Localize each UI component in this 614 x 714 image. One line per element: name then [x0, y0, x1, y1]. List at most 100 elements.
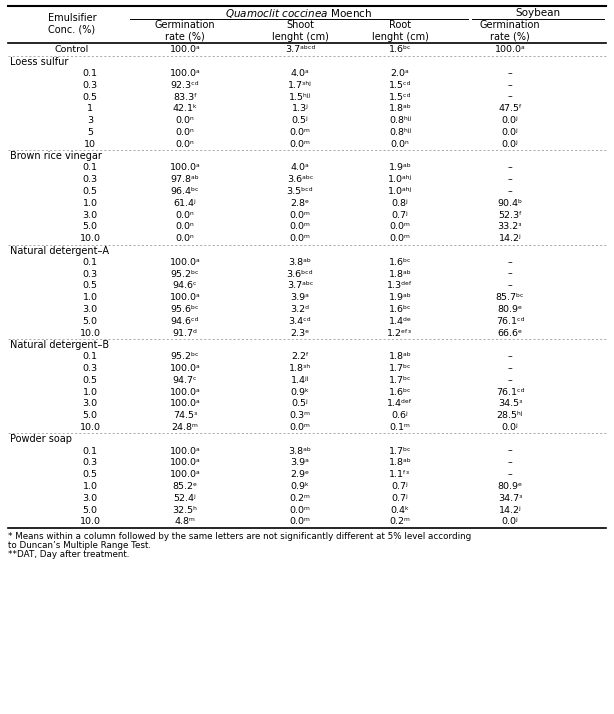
Text: 1.6ᵇᶜ: 1.6ᵇᶜ	[389, 388, 411, 396]
Text: 33.2ᶟ: 33.2ᶟ	[498, 222, 523, 231]
Text: 0.0ᵐ: 0.0ᵐ	[290, 234, 311, 243]
Text: 0.0ᵐ: 0.0ᵐ	[389, 234, 410, 243]
Text: 100.0ᵃ: 100.0ᵃ	[169, 388, 200, 396]
Text: 0.8ʰʲʲ: 0.8ʰʲʲ	[389, 128, 411, 137]
Text: 96.4ᵇᶜ: 96.4ᵇᶜ	[171, 187, 200, 196]
Text: 91.7ᵈ: 91.7ᵈ	[173, 328, 198, 338]
Text: 3.4ᶜᵈ: 3.4ᶜᵈ	[289, 317, 311, 326]
Text: 95.2ᵇᶜ: 95.2ᵇᶜ	[171, 352, 200, 361]
Text: 0.0ⁿ: 0.0ⁿ	[176, 128, 195, 137]
Text: 0.3: 0.3	[82, 175, 98, 184]
Text: 1.8ᵃᵇ: 1.8ᵃᵇ	[389, 458, 411, 468]
Text: 0.0ⁿ: 0.0ⁿ	[391, 140, 410, 149]
Text: 74.5ᶟ: 74.5ᶟ	[173, 411, 197, 421]
Text: 0.0ʲ: 0.0ʲ	[502, 128, 518, 137]
Text: 0.4ᵏ: 0.4ᵏ	[391, 506, 410, 515]
Text: –: –	[508, 458, 512, 468]
Text: 1.7ᶟʰʲ: 1.7ᶟʰʲ	[288, 81, 312, 90]
Text: 10: 10	[84, 140, 96, 149]
Text: –: –	[508, 187, 512, 196]
Text: 14.2ʲ: 14.2ʲ	[499, 234, 521, 243]
Text: 0.1ᵐ: 0.1ᵐ	[389, 423, 410, 432]
Text: 1: 1	[87, 104, 93, 114]
Text: 66.6ᵉ: 66.6ᵉ	[497, 328, 523, 338]
Text: 0.5: 0.5	[82, 281, 98, 291]
Text: 0.0ᵐ: 0.0ᵐ	[290, 222, 311, 231]
Text: Loess sulfur: Loess sulfur	[10, 56, 68, 66]
Text: 1.0: 1.0	[82, 198, 98, 208]
Text: 4.0ᵃ: 4.0ᵃ	[290, 164, 309, 172]
Text: 1.0: 1.0	[82, 293, 98, 302]
Text: 0.0ᵐ: 0.0ᵐ	[290, 140, 311, 149]
Text: 0.0ᵐ: 0.0ᵐ	[290, 506, 311, 515]
Text: 0.0ⁿ: 0.0ⁿ	[176, 211, 195, 220]
Text: 1.5ʰʲʲ: 1.5ʰʲʲ	[289, 93, 311, 101]
Text: 10.0: 10.0	[79, 328, 101, 338]
Text: 0.7ʲ: 0.7ʲ	[392, 482, 408, 491]
Text: 1.1ᶠᶟ: 1.1ᶠᶟ	[389, 471, 411, 479]
Text: 100.0ᵃ: 100.0ᵃ	[169, 458, 200, 468]
Text: –: –	[508, 364, 512, 373]
Text: 100.0ᵃ: 100.0ᵃ	[169, 69, 200, 78]
Text: 1.7ᵇᶜ: 1.7ᵇᶜ	[389, 446, 411, 456]
Text: –: –	[508, 281, 512, 291]
Text: –: –	[508, 446, 512, 456]
Text: 1.6ᵇᶜ: 1.6ᵇᶜ	[389, 258, 411, 267]
Text: 3.0: 3.0	[82, 211, 98, 220]
Text: 5.0: 5.0	[82, 506, 98, 515]
Text: 0.8ʰʲʲ: 0.8ʰʲʲ	[389, 116, 411, 125]
Text: 34.5ᶟ: 34.5ᶟ	[498, 399, 523, 408]
Text: 0.9ᵏ: 0.9ᵏ	[290, 482, 309, 491]
Text: 42.1ᵏ: 42.1ᵏ	[173, 104, 198, 114]
Text: 0.1: 0.1	[82, 258, 98, 267]
Text: 0.0ⁿ: 0.0ⁿ	[176, 234, 195, 243]
Text: 3.0: 3.0	[82, 399, 98, 408]
Text: 1.5ᶜᵈ: 1.5ᶜᵈ	[389, 93, 411, 101]
Text: 100.0ᵃ: 100.0ᵃ	[169, 364, 200, 373]
Text: 3: 3	[87, 116, 93, 125]
Text: 1.0: 1.0	[82, 388, 98, 396]
Text: 10.0: 10.0	[79, 234, 101, 243]
Text: –: –	[508, 164, 512, 172]
Text: 85.7ᵇᶜ: 85.7ᵇᶜ	[495, 293, 524, 302]
Text: 1.2ᵉᶠᶟ: 1.2ᵉᶠᶟ	[387, 328, 413, 338]
Text: 4.8ᵐ: 4.8ᵐ	[174, 518, 195, 526]
Text: 0.8ʲ: 0.8ʲ	[392, 198, 408, 208]
Text: 1.6ᵇᶜ: 1.6ᵇᶜ	[389, 305, 411, 314]
Text: –: –	[508, 175, 512, 184]
Text: 0.0ᵐ: 0.0ᵐ	[290, 423, 311, 432]
Text: 52.4ʲ: 52.4ʲ	[174, 494, 196, 503]
Text: 3.5ᵇᶜᵈ: 3.5ᵇᶜᵈ	[287, 187, 313, 196]
Text: 0.3: 0.3	[82, 270, 98, 278]
Text: 1.3ʲ: 1.3ʲ	[292, 104, 308, 114]
Text: –: –	[508, 258, 512, 267]
Text: 3.0: 3.0	[82, 305, 98, 314]
Text: 0.1: 0.1	[82, 69, 98, 78]
Text: 0.0ʲ: 0.0ʲ	[502, 116, 518, 125]
Text: –: –	[508, 93, 512, 101]
Text: 100.0ᵃ: 100.0ᵃ	[169, 293, 200, 302]
Text: 0.0ᵐ: 0.0ᵐ	[290, 518, 311, 526]
Text: –: –	[508, 376, 512, 385]
Text: 0.0ʲ: 0.0ʲ	[502, 518, 518, 526]
Text: 1.4ᵈᵉᶠ: 1.4ᵈᵉᶠ	[387, 399, 413, 408]
Text: * Means within a column followed by the same letters are not significantly diffe: * Means within a column followed by the …	[8, 532, 472, 540]
Text: –: –	[508, 471, 512, 479]
Text: 0.9ᵏ: 0.9ᵏ	[290, 388, 309, 396]
Text: 1.8ᵃᵇ: 1.8ᵃᵇ	[389, 104, 411, 114]
Text: 1.0: 1.0	[82, 482, 98, 491]
Text: 3.2ᵈ: 3.2ᵈ	[290, 305, 309, 314]
Text: 95.6ᵇᶜ: 95.6ᵇᶜ	[171, 305, 200, 314]
Text: 1.4ʲʲ: 1.4ʲʲ	[291, 376, 309, 385]
Text: 3.6ᵃᵇᶜ: 3.6ᵃᵇᶜ	[287, 175, 313, 184]
Text: 0.3: 0.3	[82, 458, 98, 468]
Text: 100.0ᵃ: 100.0ᵃ	[169, 399, 200, 408]
Text: 10.0: 10.0	[79, 518, 101, 526]
Text: 0.5: 0.5	[82, 376, 98, 385]
Text: 0.1: 0.1	[82, 352, 98, 361]
Text: 1.8ᵃᵇ: 1.8ᵃᵇ	[389, 270, 411, 278]
Text: 0.0ʲ: 0.0ʲ	[502, 423, 518, 432]
Text: 0.5: 0.5	[82, 471, 98, 479]
Text: 28.5ʰʲ: 28.5ʰʲ	[497, 411, 523, 421]
Text: 4.0ᵃ: 4.0ᵃ	[290, 69, 309, 78]
